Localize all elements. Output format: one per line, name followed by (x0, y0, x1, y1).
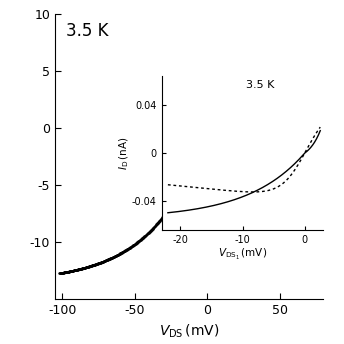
Text: 3.5 K: 3.5 K (66, 22, 108, 40)
Y-axis label: $I_{\mathrm{D}}\,(\mathrm{nA})$: $I_{\mathrm{D}}\,(\mathrm{nA})$ (117, 136, 131, 170)
Text: 3.5 K: 3.5 K (246, 80, 274, 90)
X-axis label: $V_{\mathrm{DS}_1}\,(\mathrm{mV})$: $V_{\mathrm{DS}_1}\,(\mathrm{mV})$ (218, 247, 267, 262)
X-axis label: $V_{\mathrm{DS}}\,(\mathrm{mV})$: $V_{\mathrm{DS}}\,(\mathrm{mV})$ (159, 323, 219, 340)
